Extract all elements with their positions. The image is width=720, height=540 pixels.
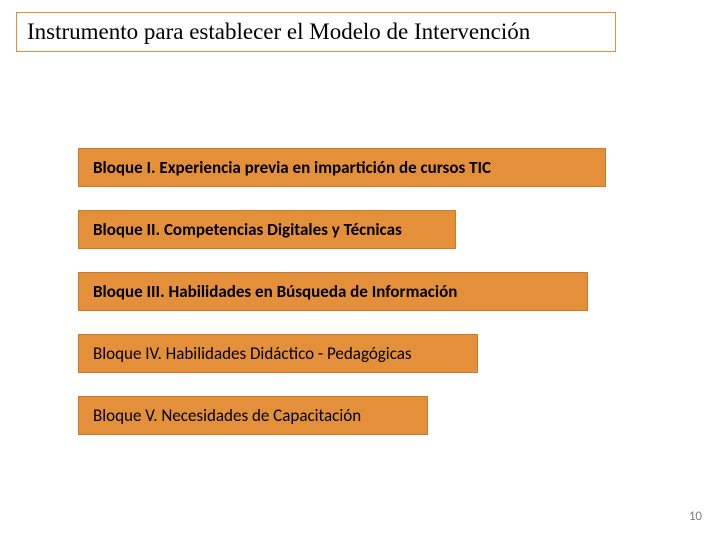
block-3-label: Bloque III. Habilidades en Búsqueda de I… <box>93 281 457 302</box>
block-4: Bloque IV. Habilidades Didáctico - Pedag… <box>78 334 478 373</box>
block-2: Bloque II. Competencias Digitales y Técn… <box>78 210 456 249</box>
block-4-label: Bloque IV. Habilidades Didáctico - Pedag… <box>93 343 412 364</box>
block-3: Bloque III. Habilidades en Búsqueda de I… <box>78 272 588 311</box>
page-number-text: 10 <box>689 509 702 524</box>
block-2-label: Bloque II. Competencias Digitales y Técn… <box>93 219 402 240</box>
block-5: Bloque V. Necesidades de Capacitación <box>78 396 428 435</box>
block-1: Bloque I. Experiencia previa en impartic… <box>78 148 606 187</box>
block-5-label: Bloque V. Necesidades de Capacitación <box>93 405 361 426</box>
block-1-label: Bloque I. Experiencia previa en impartic… <box>93 157 491 178</box>
page-number: 10 <box>689 509 702 524</box>
title-text: Instrumento para establecer el Modelo de… <box>27 19 530 44</box>
title-box: Instrumento para establecer el Modelo de… <box>16 12 616 52</box>
